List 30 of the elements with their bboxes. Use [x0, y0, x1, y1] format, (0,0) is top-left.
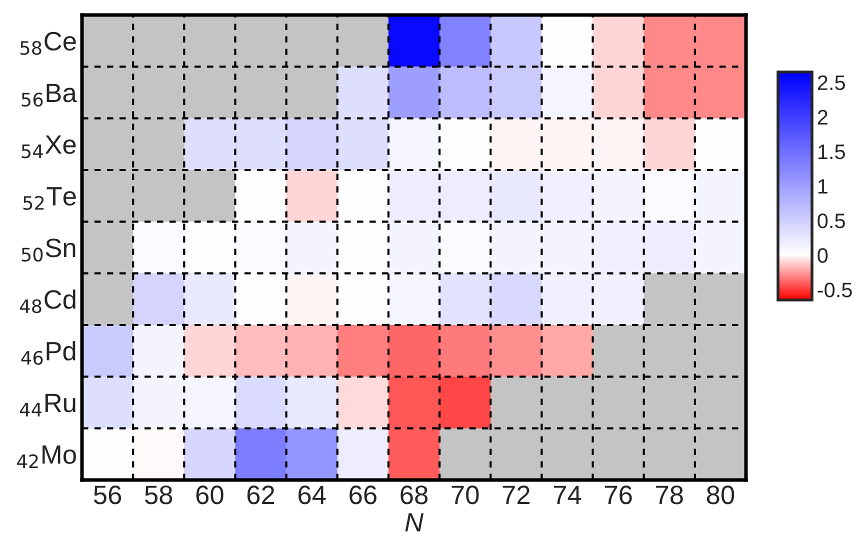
x-tick-label: 64	[298, 486, 326, 504]
x-tick-label: 68	[400, 486, 428, 504]
x-axis-title: N	[405, 513, 424, 532]
color-bar-label: 1	[818, 179, 828, 194]
color-bar-label: 2	[818, 110, 828, 124]
x-tick-label: 58	[144, 486, 172, 504]
y-tick-label: $_{46}$Pd	[21, 341, 76, 365]
y-tick-label: $_{54}$Xe	[22, 136, 76, 158]
color-bar-label: 0.5	[818, 214, 845, 228]
y-tick-label: $_{42}$Mo	[17, 446, 76, 468]
x-tick-label: 62	[247, 486, 274, 504]
color-bar-label: 1.5	[818, 144, 845, 160]
y-tick-label: $_{56}$Ba	[22, 84, 77, 107]
y-tick-label: $_{44}$Ru	[20, 394, 76, 416]
color-bar-label: 0	[818, 248, 828, 263]
x-tick-label: 70	[452, 486, 479, 504]
y-tick-label: $_{48}$Cd	[20, 289, 76, 314]
x-tick-label: 74	[554, 486, 582, 504]
x-tick-label: 80	[706, 486, 734, 504]
x-tick-label: 56	[94, 486, 122, 504]
x-tick-label: 72	[502, 486, 530, 504]
color-bar-label: 2.5	[818, 75, 845, 90]
x-tick-label: 76	[604, 486, 632, 504]
x-tick-label: 60	[196, 486, 224, 504]
x-tick-label: 66	[350, 486, 376, 504]
x-tick-label: 78	[656, 486, 683, 504]
color-bar-label: -0.5	[818, 282, 852, 298]
y-tick-label: $_{52}$Te	[23, 187, 76, 210]
y-tick-label: $_{50}$Sn	[22, 238, 76, 262]
y-tick-label: $_{58}$Ce	[20, 32, 76, 55]
